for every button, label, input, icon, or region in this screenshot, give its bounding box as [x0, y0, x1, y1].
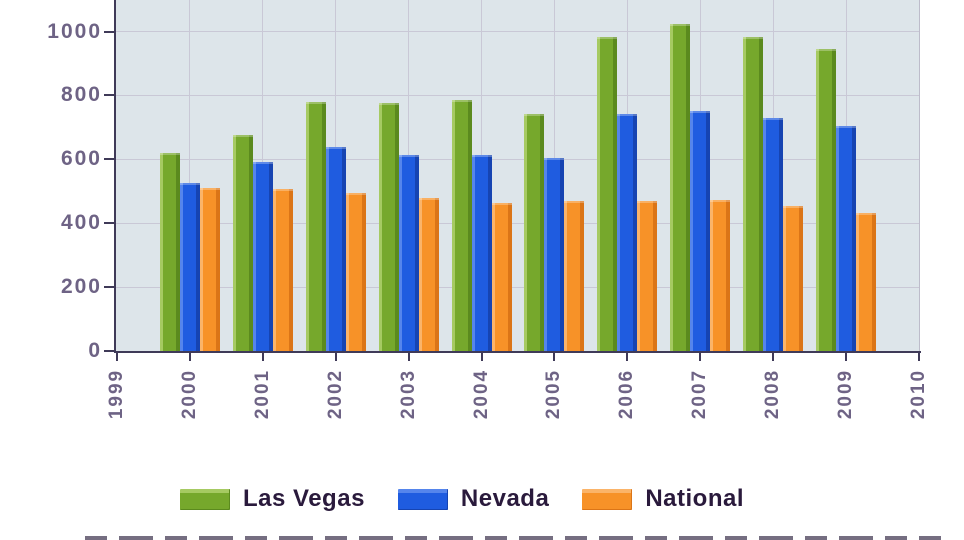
y-gridline: [116, 222, 919, 224]
x-tick-label: 2000: [178, 368, 200, 420]
bar-nevada-2002: [325, 147, 346, 351]
legend-label: Las Vegas: [243, 485, 365, 512]
y-tick-label: 600: [60, 147, 102, 171]
y-tick-mark: [104, 286, 115, 289]
y-tick-label: 200: [60, 275, 102, 299]
bar-nevada-2008: [763, 118, 784, 351]
bar-national-2002: [345, 192, 366, 351]
x-tick-mark: [772, 353, 775, 361]
x-tick-label: 2002: [324, 368, 346, 420]
bar-national-2000: [199, 188, 220, 351]
bar-las-vegas-2002: [305, 101, 326, 351]
bar-las-vegas-2007: [670, 24, 691, 351]
x-tick-mark: [334, 353, 337, 361]
x-tick-label: 2007: [689, 368, 711, 420]
y-tick-mark: [104, 350, 115, 352]
y-tick-label: 800: [60, 83, 102, 107]
x-tick-label: 2006: [616, 368, 638, 420]
x-tick-mark: [553, 353, 556, 361]
y-tick-mark: [104, 158, 115, 161]
x-tick-mark: [188, 353, 191, 361]
cut-off-caption-text: [85, 536, 941, 540]
bar-national-2001: [272, 189, 293, 351]
bar-national-2007: [710, 200, 731, 351]
x-tick-label: 2005: [543, 368, 565, 420]
bar-las-vegas-2005: [524, 113, 545, 351]
y-tick-label: 0: [88, 339, 102, 362]
legend-label: Nevada: [460, 485, 550, 512]
legend-item-nevada: Nevada: [397, 485, 550, 513]
bar-nevada-2003: [398, 155, 419, 351]
bar-las-vegas-2006: [597, 37, 618, 351]
legend-item-national: National: [582, 485, 744, 513]
bar-national-2006: [637, 200, 658, 351]
y-gridline: [116, 94, 919, 96]
x-tick-mark: [480, 353, 483, 361]
x-tick-label: 2009: [835, 368, 857, 420]
bar-national-2004: [491, 203, 512, 351]
legend-label: National: [645, 485, 744, 512]
bar-las-vegas-2003: [378, 103, 399, 351]
y-tick-label: 400: [60, 211, 102, 235]
y-gridline: [116, 158, 919, 160]
bar-las-vegas-2008: [743, 37, 764, 351]
y-axis-line: [114, 0, 116, 353]
y-tick-mark: [104, 222, 115, 225]
bar-nevada-2005: [544, 157, 565, 351]
bar-national-2005: [564, 200, 585, 351]
x-tick-mark: [116, 353, 118, 361]
x-tick-label: 1999: [106, 368, 127, 420]
bar-national-2003: [418, 198, 439, 351]
plot-area: [116, 0, 920, 351]
x-tick-mark: [261, 353, 264, 361]
bar-nevada-2001: [252, 161, 273, 351]
x-axis-line: [114, 351, 921, 353]
y-gridline: [116, 31, 919, 32]
bar-nevada-2009: [836, 125, 857, 351]
x-tick-mark: [699, 353, 702, 361]
bar-nevada-2000: [179, 183, 200, 351]
bar-las-vegas-2009: [816, 49, 837, 351]
bar-las-vegas-2001: [232, 135, 253, 351]
x-tick-mark: [845, 353, 848, 361]
legend-item-las-vegas: Las Vegas: [180, 485, 365, 513]
x-tick-mark: [407, 353, 410, 361]
bar-las-vegas-2000: [159, 152, 180, 351]
y-tick-label: 1000: [47, 19, 102, 43]
x-tick-mark: [918, 353, 920, 361]
legend-swatch-las-vegas: [180, 488, 230, 510]
bar-national-2008: [783, 205, 804, 351]
legend-swatch-national: [582, 488, 633, 510]
x-tick-label: 2001: [251, 368, 273, 420]
x-tick-label: 2003: [397, 368, 419, 420]
chart-legend: Las Vegas Nevada National: [180, 485, 777, 513]
y-gridline: [116, 286, 919, 288]
y-tick-mark: [104, 30, 115, 33]
bar-nevada-2007: [690, 110, 711, 351]
bar-national-2009: [856, 212, 877, 351]
x-tick-mark: [626, 353, 629, 361]
x-gridline: [189, 0, 191, 351]
bar-las-vegas-2004: [451, 100, 472, 351]
bar-nevada-2006: [617, 113, 638, 351]
x-tick-label: 2010: [908, 368, 929, 420]
legend-swatch-nevada: [397, 488, 448, 510]
bar-nevada-2004: [471, 154, 492, 351]
x-tick-label: 2004: [470, 368, 492, 420]
y-tick-mark: [104, 94, 115, 97]
x-tick-label: 2008: [762, 368, 784, 420]
